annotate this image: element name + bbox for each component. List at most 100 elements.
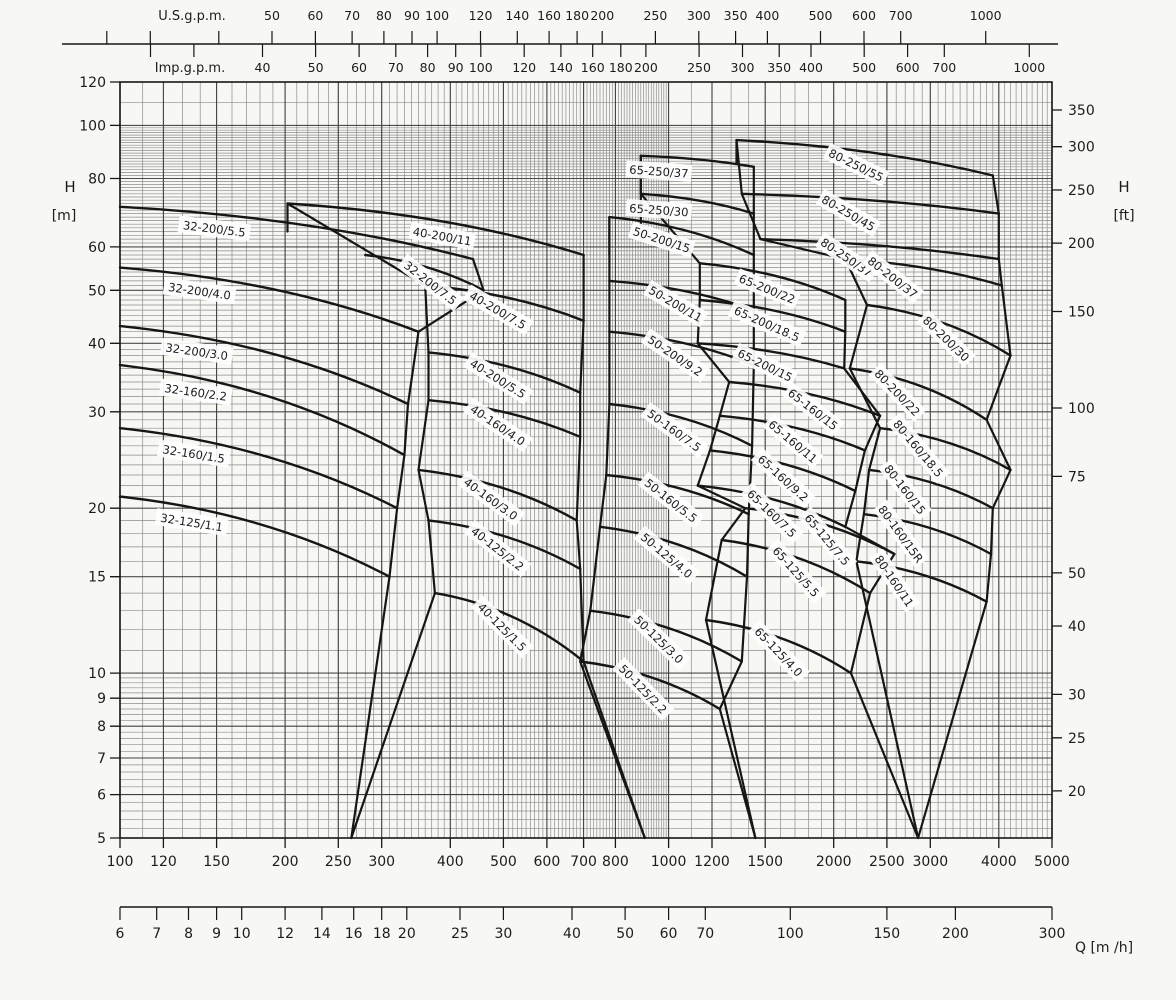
top-us-ticks [106, 31, 987, 44]
top-imp-tick-label: 200 [634, 60, 658, 75]
pump-curve [598, 525, 749, 578]
bottom-m3h-tick-label: 9 [212, 926, 221, 942]
bottom-m3h-tick-label: 12 [276, 926, 294, 942]
pump-curve [865, 303, 1012, 357]
top-us-tick-label: 700 [889, 8, 913, 23]
pump-curve-label-bg [158, 378, 233, 406]
bottom-flow-tick-label: 1200 [694, 854, 730, 870]
pump-curve [855, 560, 988, 603]
pump-curve-label-bg [456, 470, 526, 527]
pump-curve-label-bg [797, 506, 858, 573]
bottom-flow-tick-label: 400 [437, 854, 464, 870]
pump-curve [579, 660, 721, 711]
pump-curve-label-bg [815, 189, 882, 237]
pump-curve [427, 519, 582, 571]
right-tick-label: 300 [1068, 140, 1095, 156]
pump-curve-label-group: 40-125/1.5 [470, 595, 534, 659]
pump-curve-label-bg [159, 337, 234, 365]
pump-curve-label-bg [916, 309, 976, 368]
grid-minor [120, 82, 1052, 838]
left-axis-title-unit: [m] [52, 208, 77, 224]
top-us-axis-title: U.S.g.p.m. [158, 9, 226, 24]
pump-curve-label-bg [733, 268, 801, 309]
pump-curve-label-bg [868, 363, 927, 423]
left-tick-label: 30 [88, 405, 106, 421]
top-us-tick-label: 120 [469, 8, 493, 23]
top-imp-tick-label: 160 [581, 60, 605, 75]
bottom-m3h-tick-label: 150 [873, 926, 900, 942]
pump-curve [696, 484, 847, 528]
top-us-tick-label: 90 [404, 8, 420, 23]
pump-curve-label: 65-125/4.0 [752, 625, 806, 680]
pump-curve [639, 154, 755, 168]
top-imp-tick-label: 120 [512, 60, 536, 75]
bottom-flow-tick-label: 100 [107, 854, 134, 870]
pump-curve-label-bg [740, 482, 804, 545]
pump-curve-label-bg [162, 277, 237, 305]
pump-curve-label: 40-125/1.5 [475, 600, 529, 654]
pump-curve-label-bg [814, 231, 879, 283]
pump-curve-label: 40-160/3.0 [461, 475, 520, 523]
pump-curve-label-bg [823, 142, 890, 187]
left-tick-label: 80 [88, 171, 106, 187]
right-tick-label: 350 [1068, 103, 1095, 119]
bottom-flow-tick-label: 3000 [912, 854, 948, 870]
bottom-m3h-tick-label: 70 [696, 926, 714, 942]
pump-curve-label-bg [782, 382, 845, 437]
bottom-flow-tick-label: 120 [150, 854, 177, 870]
pump-curve-label-bg [156, 439, 231, 468]
pump-curve-label-group: 32-200/4.0 [162, 277, 237, 305]
bottom-flow-tick-label: 5000 [1034, 854, 1070, 870]
pump-curve-label-bg [627, 608, 691, 671]
top-us-tick-label: 70 [344, 8, 360, 23]
pump-curve [708, 449, 857, 493]
bottom-m3h-tick-label: 14 [313, 926, 331, 942]
left-tick-label: 20 [88, 501, 106, 517]
bottom-flow-tick-label: 1000 [651, 854, 687, 870]
right-axis-title-unit: [ft] [1113, 208, 1134, 224]
bottom-m3h-axis-title: Q [m /h] [1075, 940, 1133, 956]
bottom-m3h-tick-label: 25 [451, 926, 469, 942]
top-us-tick-label: 180 [565, 8, 589, 23]
top-imp-ticks [149, 44, 1030, 57]
left-axis-ticks [110, 81, 120, 839]
bottom-m3h-tick-label: 40 [563, 926, 581, 942]
bottom-m3h-tick-label: 30 [495, 926, 513, 942]
bottom-m3h-ticks [119, 907, 1053, 920]
bottom-m3h-tick-label: 8 [184, 926, 193, 942]
right-axis-title: H [1118, 178, 1129, 196]
top-us-tick-label: 300 [687, 8, 711, 23]
top-us-tick-label: 60 [307, 8, 323, 23]
bottom-flow-tick-label: 500 [490, 854, 517, 870]
top-imp-tick-label: 90 [448, 60, 464, 75]
pump-curve-label-group: 40-125/2.2 [464, 519, 532, 578]
bottom-m3h-tick-label: 16 [345, 926, 363, 942]
pump-curve [118, 324, 410, 406]
bottom-m3h-tick-label: 50 [616, 926, 634, 942]
pump-curve-label-group: 32-160/2.2 [158, 378, 233, 406]
pump-curve [740, 192, 1000, 215]
pump-curve [118, 266, 420, 333]
top-imp-tick-label: 250 [687, 60, 711, 75]
pump-curve [605, 473, 750, 516]
right-tick-label: 25 [1068, 731, 1086, 747]
pump-curve-label: 65-250/37 [629, 163, 689, 181]
top-us-tick-label: 100 [425, 8, 449, 23]
top-us-tick-label: 140 [505, 8, 529, 23]
pump-curve [848, 367, 988, 421]
pump-curve [728, 380, 882, 417]
pump-curve-label-bg [463, 352, 534, 405]
pump-curve [639, 192, 755, 215]
left-tick-label: 50 [88, 283, 106, 299]
pump-curve-label: 50-125/4.0 [638, 530, 695, 581]
pump-curve [427, 351, 582, 394]
pump-curve-label-bg [878, 458, 933, 521]
pump-curve-label-group: 50-200/11 [642, 279, 709, 328]
top-us-tick-label: 50 [264, 8, 280, 23]
left-tick-label: 100 [79, 118, 106, 134]
pump-curve-label-group: 40-160/3.0 [456, 470, 526, 527]
pump-curve [589, 609, 743, 663]
right-tick-label: 50 [1068, 566, 1086, 582]
pump-curve-label-bg [886, 412, 951, 484]
